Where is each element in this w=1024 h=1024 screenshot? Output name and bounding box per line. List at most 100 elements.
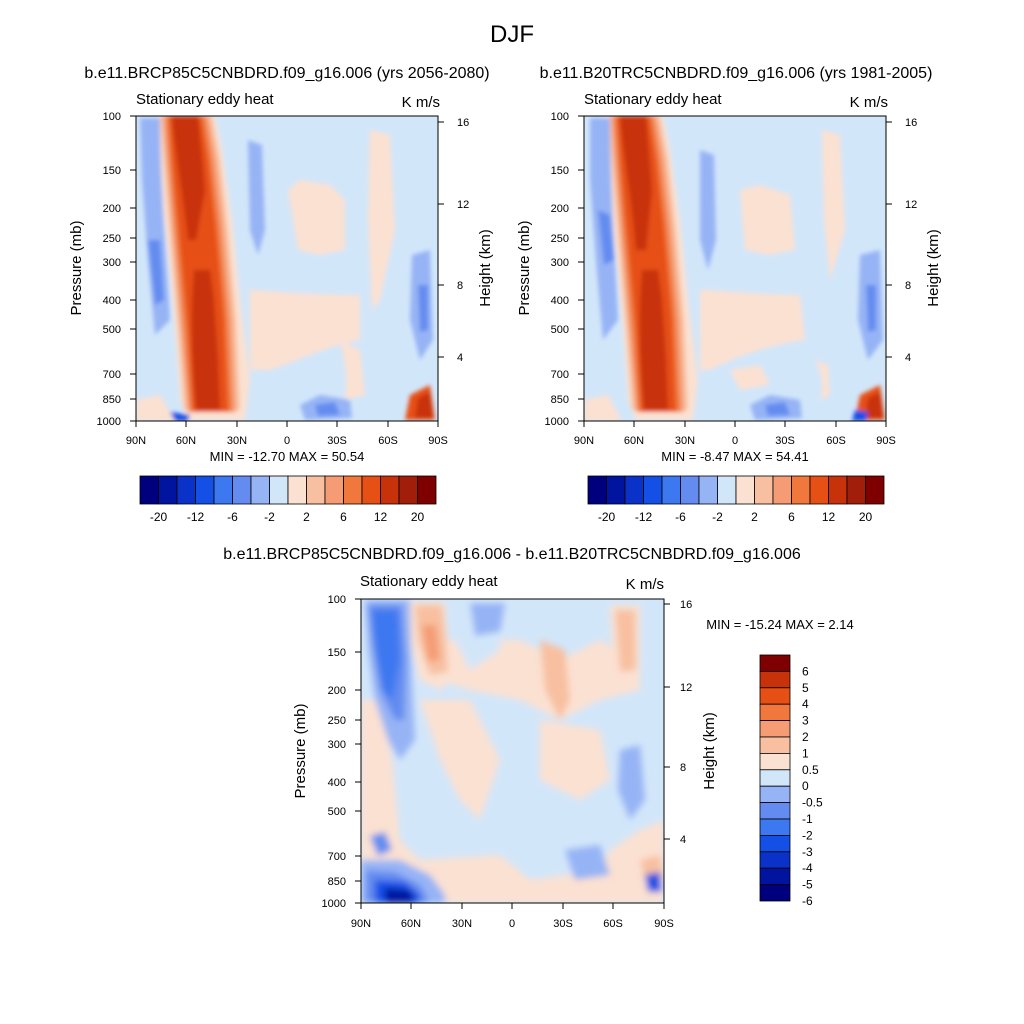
y2-tick-label: 8 [905,280,911,292]
colorbar-box [398,475,418,505]
panel-historical-y2-label: Height (km) [925,229,942,307]
colorbar-label: 6 [788,510,795,524]
colorbar-box [250,475,270,505]
colorbar-box [759,687,791,705]
y-tick-label: 150 [328,647,346,659]
panel-historical-stats: MIN = -8.47 MAX = 54.41 [661,449,808,464]
panel-future-y-ticks: 100 150 200 250 300 400 500 700 850 1000 [97,111,136,428]
panel-historical-left-string: Stationary eddy heat [584,91,722,108]
colorbar-box [735,475,755,505]
y-tick-label: 250 [551,233,569,245]
y2-tick-label: 16 [457,117,469,129]
colorbar-box [624,475,644,505]
colorbar-label: -6 [802,894,813,908]
y-tick-label: 850 [103,394,121,406]
x-tick-label: 0 [284,435,290,447]
colorbar-box [158,475,178,505]
panel-difference-field [361,599,664,903]
y-tick-label: 500 [551,324,569,336]
colorbar-box [232,475,252,505]
colorbar-box [717,475,737,505]
panel-historical-y-label: Pressure (mb) [516,220,533,315]
colorbar-box [828,475,848,505]
colorbar-box [759,867,791,886]
colorbar-label: -1 [802,812,813,826]
y-tick-label: 150 [103,165,121,177]
colorbar-label: 20 [859,510,873,524]
x-tick-label: 30S [327,435,347,447]
x-tick-label: 90S [876,435,896,447]
x-tick-label: 30N [675,435,695,447]
panel-future-colorbar: -20 -12 -6 -2 2 6 12 20 [139,475,437,524]
y-tick-label: 1000 [322,898,346,910]
y-tick-label: 150 [551,165,569,177]
colorbar-box [417,475,437,505]
x-tick-label: 30S [553,918,573,930]
y-tick-label: 200 [103,203,121,215]
figure-title: DJF [490,21,534,48]
y-tick-label: 1000 [545,416,569,428]
y2-tick-label: 4 [680,834,686,846]
colorbar-label: -2 [802,828,813,842]
colorbar-box [306,475,326,505]
colorbar-box [213,475,233,505]
colorbar-box [759,703,791,722]
panel-future-field [136,116,438,421]
colorbar-label: -2 [712,510,723,524]
colorbar-label: -6 [227,510,238,524]
y-tick-label: 700 [551,369,569,381]
colorbar-label: -3 [802,845,813,859]
colorbar-box [791,475,811,505]
colorbar-box [324,475,344,505]
colorbar-label: -5 [802,878,813,892]
panel-difference-x-ticks: 90N 60N 30N 0 30S 60S 90S [351,903,674,930]
panel-difference-y-label: Pressure (mb) [292,703,309,798]
panel-difference-y-ticks: 100 150 200 250 300 400 500 700 850 1000 [322,594,361,910]
colorbar-label: -20 [150,510,168,524]
y-tick-label: 300 [551,257,569,269]
panel-future-y2-label: Height (km) [477,229,494,307]
x-tick-label: 90S [428,435,448,447]
colorbar-box [759,835,791,853]
colorbar-label: 20 [411,510,425,524]
y2-tick-label: 16 [680,599,692,611]
panel-future: b.e11.BRCP85C5CNBDRD.f09_g16.006 (yrs 20… [68,65,494,524]
colorbar-label: 12 [374,510,388,524]
y-tick-label: 300 [328,739,346,751]
colorbar-box [759,654,791,672]
panel-historical-colorbar: -20 -12 -6 -2 2 6 12 20 [587,475,885,524]
y2-tick-label: 12 [905,199,917,211]
colorbar-label: 3 [802,714,809,728]
colorbar-box [809,475,829,505]
panel-difference-y2-ticks: 16 12 8 4 [664,599,692,846]
colorbar-box [865,475,885,505]
y-tick-label: 300 [103,257,121,269]
y-tick-label: 250 [328,715,346,727]
colorbar-box [606,475,626,505]
x-tick-label: 90N [126,435,146,447]
colorbar-label: 0.5 [802,763,819,777]
panel-future-right-string: K m/s [402,94,440,111]
colorbar-label: 5 [802,681,809,695]
panel-historical-case-title: b.e11.B20TRC5CNBDRD.f09_g16.006 (yrs 198… [540,65,933,82]
colorbar-box [759,818,791,836]
colorbar-box [759,753,791,771]
y-tick-label: 500 [103,324,121,336]
y-tick-label: 400 [551,295,569,307]
x-tick-label: 90S [654,918,674,930]
x-tick-label: 30N [227,435,247,447]
colorbar-box [176,475,196,505]
colorbar-box [195,475,215,505]
panel-future-case-title: b.e11.BRCP85C5CNBDRD.f09_g16.006 (yrs 20… [84,65,489,82]
colorbar-box [759,851,791,869]
y-tick-label: 1000 [97,416,121,428]
colorbar-box [759,785,791,804]
colorbar-box [287,475,307,505]
colorbar-label: -6 [675,510,686,524]
y-tick-label: 850 [551,394,569,406]
colorbar-box [759,769,791,787]
panel-difference-colorbar: 6 5 4 3 2 1 0.5 0 -0.5 -1 -2 -3 -4 -5 -6 [759,654,823,908]
panel-future-y-label: Pressure (mb) [68,220,85,315]
panel-difference-y2-label: Height (km) [701,712,718,790]
